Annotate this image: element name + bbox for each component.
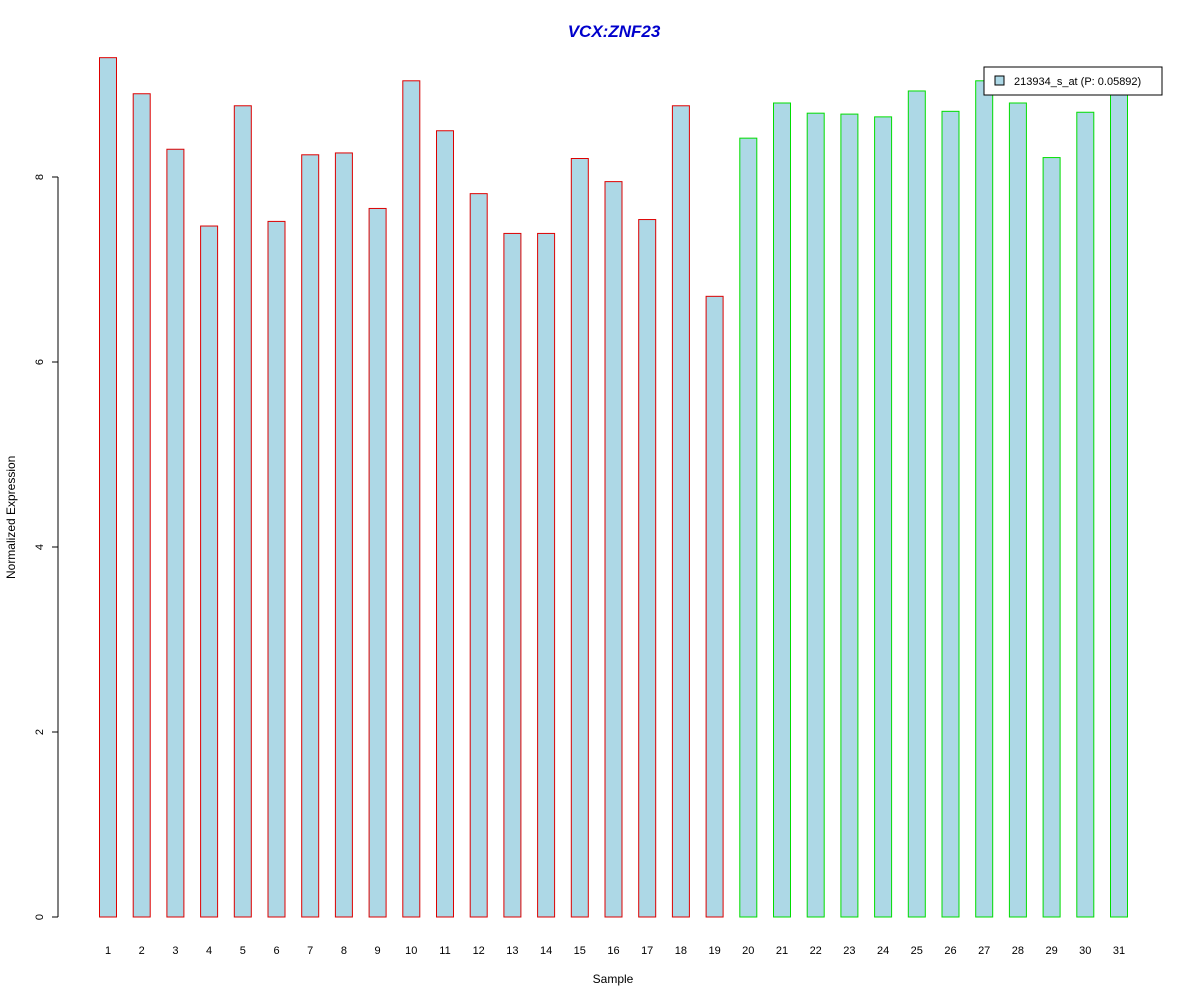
x-tick-label: 20 <box>742 945 754 957</box>
x-tick-label: 10 <box>405 945 417 957</box>
x-tick-label: 23 <box>843 945 855 957</box>
x-tick-label: 4 <box>206 945 212 957</box>
bar-sample-12 <box>469 193 488 918</box>
x-tick-label: 17 <box>641 945 653 957</box>
x-tick-label: 29 <box>1045 945 1057 957</box>
x-tick-label: 12 <box>473 945 485 957</box>
bar-sample-4 <box>200 225 219 918</box>
y-axis-ticks: 0 2 4 6 8 <box>34 174 58 920</box>
bar-sample-20 <box>739 137 758 918</box>
x-tick-label: 2 <box>139 945 145 957</box>
bar-sample-16 <box>604 181 623 918</box>
bar-sample-6 <box>267 220 286 918</box>
bars-group <box>99 57 1128 918</box>
bar-sample-26 <box>941 110 960 918</box>
y-tick-label: 4 <box>34 544 46 550</box>
x-tick-label: 1 <box>105 945 111 957</box>
x-tick-label: 28 <box>1012 945 1024 957</box>
x-tick-label: 9 <box>375 945 381 957</box>
x-tick-label: 21 <box>776 945 788 957</box>
y-tick-label: 2 <box>34 729 46 735</box>
x-axis-tick-labels: 1 2 3 4 5 6 7 8 9 10 11 12 13 14 15 16 17 18 19 20 21 22 23 24 2… <box>105 945 1125 957</box>
x-tick-label: 25 <box>911 945 923 957</box>
bar-sample-14 <box>537 232 556 918</box>
bar-sample-29 <box>1042 157 1061 918</box>
bar-sample-19 <box>705 295 724 918</box>
legend-entry: 213934_s_at (P: 0.05892) <box>1014 76 1141 88</box>
y-tick-label: 6 <box>34 359 46 365</box>
x-tick-label: 31 <box>1113 945 1125 957</box>
x-tick-label: 7 <box>307 945 313 957</box>
bar-sample-1 <box>99 57 117 918</box>
bar-sample-10 <box>402 80 421 918</box>
x-axis-title: Sample <box>593 972 634 986</box>
bar-sample-17 <box>638 219 657 918</box>
x-tick-label: 6 <box>273 945 279 957</box>
bar-sample-18 <box>671 105 690 918</box>
x-tick-label: 18 <box>675 945 687 957</box>
x-tick-label: 5 <box>240 945 246 957</box>
x-tick-label: 24 <box>877 945 889 957</box>
bar-sample-13 <box>503 232 522 918</box>
bar-sample-22 <box>806 112 825 918</box>
x-tick-label: 30 <box>1079 945 1091 957</box>
x-tick-label: 8 <box>341 945 347 957</box>
bar-sample-2 <box>132 93 151 918</box>
bar-sample-30 <box>1076 111 1095 918</box>
x-tick-label: 27 <box>978 945 990 957</box>
x-tick-label: 13 <box>506 945 518 957</box>
x-tick-label: 11 <box>439 945 450 957</box>
bar-sample-28 <box>1008 102 1027 918</box>
bar-sample-11 <box>436 130 454 918</box>
y-tick-label: 8 <box>34 174 46 180</box>
chart-title: VCX:ZNF23 <box>568 22 661 41</box>
bar-sample-15 <box>570 158 589 918</box>
bar-sample-25 <box>907 90 926 918</box>
bar-sample-27 <box>975 80 994 918</box>
legend-box <box>983 66 1163 96</box>
bar-sample-7 <box>301 154 320 918</box>
y-tick-label: 0 <box>34 914 46 920</box>
bar-sample-8 <box>334 152 353 918</box>
x-tick-label: 19 <box>708 945 720 957</box>
bar-sample-9 <box>368 207 387 918</box>
x-tick-label: 15 <box>574 945 586 957</box>
x-tick-label: 3 <box>172 945 178 957</box>
x-tick-label: 22 <box>810 945 822 957</box>
bar-sample-23 <box>840 113 859 918</box>
bar-sample-5 <box>233 105 252 918</box>
bar-sample-24 <box>874 116 893 918</box>
x-tick-label: 16 <box>607 945 619 957</box>
bar-sample-21 <box>773 102 791 918</box>
bar-sample-3 <box>166 148 185 918</box>
bar-sample-31 <box>1110 84 1128 918</box>
x-tick-label: 26 <box>944 945 956 957</box>
x-tick-label: 14 <box>540 945 552 957</box>
legend-swatch <box>994 75 1005 86</box>
y-axis-title: Normalized Expression <box>4 456 18 579</box>
legend: 213934_s_at (P: 0.05892) <box>983 66 1163 96</box>
